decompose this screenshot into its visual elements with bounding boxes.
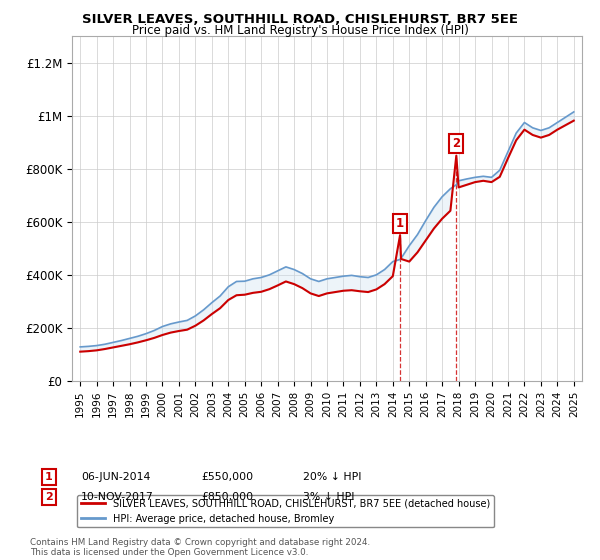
Text: 1: 1	[45, 472, 53, 482]
Text: Contains HM Land Registry data © Crown copyright and database right 2024.
This d: Contains HM Land Registry data © Crown c…	[30, 538, 370, 557]
Text: 2: 2	[45, 492, 53, 502]
Legend: SILVER LEAVES, SOUTHHILL ROAD, CHISLEHURST, BR7 5EE (detached house), HPI: Avera: SILVER LEAVES, SOUTHHILL ROAD, CHISLEHUR…	[77, 495, 494, 528]
Text: 1: 1	[396, 217, 404, 230]
Text: 3% ↓ HPI: 3% ↓ HPI	[303, 492, 355, 502]
Text: 20% ↓ HPI: 20% ↓ HPI	[303, 472, 361, 482]
Text: £850,000: £850,000	[201, 492, 253, 502]
Text: £550,000: £550,000	[201, 472, 253, 482]
Text: 06-JUN-2014: 06-JUN-2014	[81, 472, 151, 482]
Text: 10-NOV-2017: 10-NOV-2017	[81, 492, 154, 502]
Text: 2: 2	[452, 137, 460, 150]
Text: SILVER LEAVES, SOUTHHILL ROAD, CHISLEHURST, BR7 5EE: SILVER LEAVES, SOUTHHILL ROAD, CHISLEHUR…	[82, 13, 518, 26]
Text: Price paid vs. HM Land Registry's House Price Index (HPI): Price paid vs. HM Land Registry's House …	[131, 24, 469, 36]
